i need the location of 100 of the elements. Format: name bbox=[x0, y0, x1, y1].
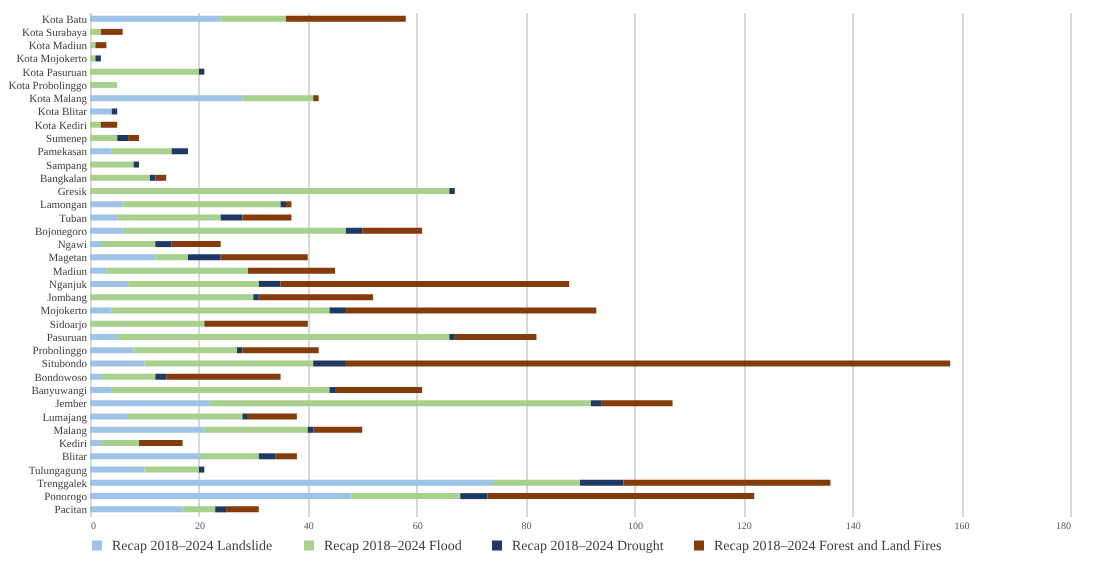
bar bbox=[601, 400, 673, 407]
bar bbox=[128, 280, 259, 287]
bar bbox=[139, 440, 183, 447]
bar bbox=[90, 440, 101, 447]
bar bbox=[182, 506, 216, 513]
bar bbox=[590, 400, 602, 407]
bar bbox=[237, 347, 243, 354]
bar bbox=[215, 506, 227, 513]
bar bbox=[286, 201, 292, 208]
bar bbox=[144, 466, 199, 473]
bar bbox=[90, 55, 96, 62]
bar bbox=[90, 333, 118, 340]
bar bbox=[351, 493, 461, 500]
bar bbox=[111, 108, 118, 115]
bar bbox=[460, 493, 488, 500]
bar bbox=[90, 68, 199, 75]
bar bbox=[362, 227, 423, 234]
bar bbox=[623, 479, 831, 486]
bar bbox=[149, 174, 156, 181]
bar bbox=[155, 373, 167, 380]
bar bbox=[155, 241, 172, 248]
bar bbox=[449, 333, 455, 340]
bar bbox=[144, 360, 314, 367]
bar bbox=[313, 360, 346, 367]
bar bbox=[90, 426, 205, 433]
bar bbox=[95, 55, 101, 62]
bar bbox=[90, 320, 205, 327]
bar bbox=[90, 254, 156, 261]
bar bbox=[111, 387, 330, 393]
bar bbox=[286, 15, 406, 22]
bar bbox=[133, 161, 139, 168]
bar bbox=[100, 241, 156, 248]
bar bbox=[449, 188, 455, 195]
bar bbox=[90, 28, 101, 35]
bar bbox=[155, 254, 188, 261]
bar bbox=[345, 307, 597, 314]
bar bbox=[100, 440, 139, 447]
bar bbox=[90, 108, 112, 115]
bar bbox=[90, 479, 493, 486]
bar bbox=[155, 174, 167, 181]
bar bbox=[100, 28, 123, 35]
bar bbox=[90, 135, 118, 141]
bar bbox=[242, 214, 292, 221]
bar bbox=[90, 360, 145, 367]
bar bbox=[128, 413, 243, 420]
bar bbox=[171, 241, 221, 248]
bar bbox=[90, 95, 243, 102]
bar bbox=[171, 148, 188, 155]
bar bbox=[198, 453, 259, 460]
bar bbox=[329, 387, 335, 393]
bar bbox=[226, 506, 259, 513]
bar bbox=[90, 387, 112, 393]
bar bbox=[90, 42, 96, 49]
bar bbox=[117, 214, 221, 221]
bar bbox=[242, 347, 319, 354]
bar bbox=[275, 453, 297, 460]
bar bbox=[345, 227, 363, 234]
bar bbox=[90, 201, 123, 208]
bar bbox=[166, 373, 281, 380]
bar bbox=[280, 280, 570, 287]
bar bbox=[90, 294, 254, 301]
bar bbox=[454, 333, 537, 340]
bar bbox=[90, 413, 129, 420]
bar bbox=[242, 413, 248, 420]
bar bbox=[111, 307, 330, 314]
bar bbox=[204, 426, 308, 433]
bar bbox=[90, 347, 134, 354]
bar bbox=[198, 68, 205, 75]
bar bbox=[90, 373, 101, 380]
bar bbox=[90, 506, 183, 513]
bar bbox=[345, 360, 951, 367]
bar bbox=[580, 479, 624, 486]
bar bbox=[100, 373, 156, 380]
bar bbox=[258, 280, 281, 287]
bar bbox=[90, 15, 221, 22]
bar bbox=[280, 201, 286, 208]
bar bbox=[95, 42, 107, 49]
bar bbox=[220, 15, 286, 22]
bar bbox=[204, 320, 308, 327]
bar bbox=[258, 453, 276, 460]
bar bbox=[90, 307, 112, 314]
bar bbox=[313, 426, 363, 433]
bar bbox=[90, 81, 118, 88]
bar bbox=[128, 135, 139, 141]
bar bbox=[487, 493, 755, 500]
bar bbox=[111, 148, 172, 155]
bar bbox=[198, 466, 205, 473]
bar bbox=[307, 426, 314, 433]
bar bbox=[329, 307, 346, 314]
bar bbox=[90, 121, 101, 128]
bar bbox=[117, 333, 450, 340]
bar bbox=[247, 267, 335, 274]
bar bbox=[492, 479, 580, 486]
bar bbox=[253, 294, 259, 301]
bar bbox=[106, 267, 248, 274]
bar bbox=[313, 95, 319, 102]
bar bbox=[90, 280, 129, 287]
bar bbox=[90, 493, 352, 500]
bar bbox=[100, 121, 118, 128]
bar bbox=[335, 387, 423, 393]
